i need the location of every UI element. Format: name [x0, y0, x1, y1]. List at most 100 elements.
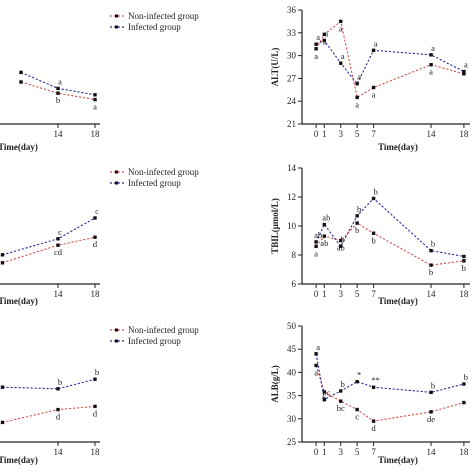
x-tick-label: 3 [338, 289, 343, 299]
x-tick-label: 0 [314, 447, 319, 457]
x-axis-label: Time(day) [0, 455, 38, 465]
x-tick-label: 7 [371, 289, 376, 299]
data-label: b [56, 95, 60, 105]
data-point-non_infected [56, 243, 60, 247]
data-point-infected [429, 390, 433, 395]
series-line-infected [315, 39, 465, 85]
y-tick-label: 40 [287, 367, 297, 377]
legend-marker-non_infected [115, 14, 118, 18]
data-label: b [341, 379, 345, 389]
data-point-non_infected [56, 407, 60, 412]
legend-label-infected: Infected group [128, 22, 181, 32]
data-label: a [316, 342, 320, 352]
y-tick-label: 12 [287, 192, 296, 202]
data-label: a [372, 90, 376, 100]
data-label: b [58, 377, 62, 387]
data-point-infected [339, 244, 343, 248]
data-point-non_infected [371, 231, 376, 235]
legend-marker-infected [115, 181, 118, 185]
data-label: d [371, 423, 376, 433]
series-line-infected [2, 217, 96, 256]
series-line-infected [2, 378, 96, 390]
y-tick-label: 25 [287, 437, 297, 447]
data-point-non_infected [56, 91, 60, 95]
data-point-non_infected [314, 244, 318, 248]
legend-label-infected: Infected group [128, 178, 181, 188]
data-label: a [316, 32, 320, 42]
data-point-infected [322, 38, 327, 43]
data-label: c [95, 206, 99, 216]
data-point-non_infected [339, 238, 343, 243]
data-label: d [93, 408, 98, 418]
data-point-infected [462, 254, 466, 259]
data-label: b [464, 372, 468, 382]
x-tick-label: 3 [338, 129, 343, 139]
x-tick-label: 7 [371, 129, 376, 139]
y-tick-label: 36 [287, 5, 297, 15]
data-point-infected [314, 240, 318, 244]
y-tick-label: 8 [292, 250, 297, 260]
data-point-non_infected [314, 47, 318, 51]
data-label: b [357, 204, 361, 214]
data-label: b [371, 235, 375, 245]
x-axis-label: Time(day) [378, 142, 418, 152]
data-point-infected [0, 385, 5, 389]
data-point-non_infected [429, 410, 433, 414]
data-point-non_infected [371, 419, 376, 423]
x-axis-label: Time(day) [378, 296, 418, 306]
data-label: b [95, 367, 99, 377]
data-label: bc [337, 403, 345, 413]
y-tick-label: 33 [287, 28, 297, 38]
x-tick-label: 14 [54, 447, 64, 457]
data-label: b [462, 263, 466, 273]
x-tick-label: 1 [322, 289, 327, 299]
data-label: a [355, 99, 359, 109]
y-tick-label: 27 [287, 73, 297, 83]
x-tick-label: 14 [54, 289, 64, 299]
data-label: b [429, 267, 433, 277]
x-axis-label: Time(day) [0, 142, 38, 152]
x-tick-label: 14 [54, 129, 64, 139]
y-tick-label: 6 [292, 279, 297, 289]
data-label: a [339, 23, 343, 33]
data-label: a [429, 67, 433, 77]
data-point-infected [371, 48, 376, 52]
data-point-infected [462, 69, 466, 74]
data-point-non_infected [339, 19, 343, 24]
data-label: b [431, 380, 435, 390]
data-point-infected [314, 42, 318, 46]
y-tick-label: 10 [287, 221, 297, 231]
data-point-non_infected [322, 234, 327, 238]
y-tick-label: 14 [287, 163, 297, 173]
x-tick-label: 5 [355, 129, 360, 139]
data-point-infected [462, 382, 466, 386]
data-point-non_infected [19, 80, 23, 84]
x-tick-label: 5 [355, 289, 360, 299]
data-label: * [357, 370, 361, 380]
data-label: b [341, 234, 345, 244]
x-tick-label: 1 [322, 129, 327, 139]
data-point-non_infected [462, 400, 466, 405]
x-tick-label: 14 [427, 289, 437, 299]
data-point-infected [322, 397, 327, 402]
data-point-infected [339, 61, 343, 65]
x-tick-label: 18 [459, 447, 469, 457]
data-point-non_infected [93, 404, 97, 409]
data-label: a [374, 38, 378, 48]
data-label: de [427, 414, 435, 424]
legend-marker-non_infected [115, 170, 118, 174]
data-point-infected [355, 82, 359, 86]
x-tick-label: 3 [338, 447, 343, 457]
y-tick-label: 30 [287, 51, 297, 61]
data-label: a [357, 72, 361, 82]
y-tick-label: 24 [287, 96, 297, 106]
data-point-infected [355, 214, 359, 218]
legend-marker-infected [115, 339, 118, 343]
